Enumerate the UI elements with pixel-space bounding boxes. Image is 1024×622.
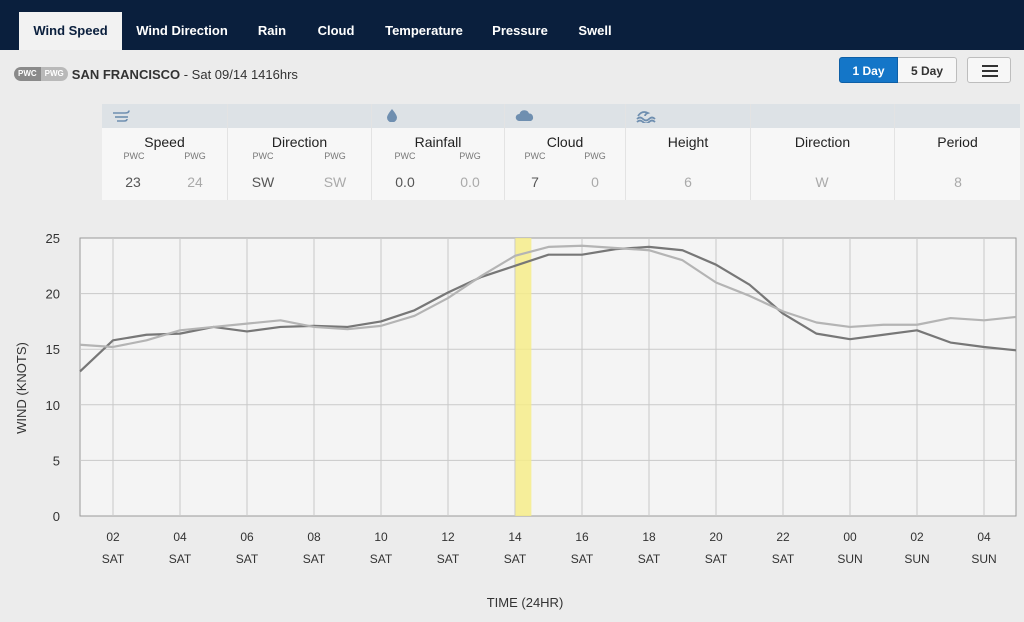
wind-icon bbox=[113, 110, 130, 122]
speed-pwc-label: PWC bbox=[123, 151, 145, 161]
tab-wind-speed[interactable]: Wind Speed bbox=[19, 12, 122, 50]
x-tick-day-label: SAT bbox=[705, 552, 728, 566]
y-tick-label: 20 bbox=[46, 287, 60, 302]
y-tick-label: 25 bbox=[46, 231, 60, 246]
swell-direction-title: Direction bbox=[794, 134, 851, 150]
x-tick-day-label: SAT bbox=[437, 552, 460, 566]
wind-direction-title: Direction bbox=[271, 134, 328, 150]
pwc-badge: PWC bbox=[14, 67, 41, 81]
x-tick-day-label: SUN bbox=[837, 552, 862, 566]
speed-title: Speed bbox=[144, 134, 185, 150]
tab-wind-direction[interactable]: Wind Direction bbox=[136, 23, 228, 38]
rainfall-column: Rainfall PWC PWG 0.0 0.0 bbox=[371, 104, 504, 200]
wind-speed-chart: 0 5 10 15 20 25 02 SAT 04 SAT 06 SAT 08 SAT 10 SAT 12 SA… bbox=[14, 231, 1017, 610]
speed-pwg-value: 24 bbox=[187, 174, 203, 190]
x-axis-label: TIME (24HR) bbox=[487, 595, 564, 610]
x-tick-day-label: SAT bbox=[303, 552, 326, 566]
x-tick-hour-label: 02 bbox=[106, 530, 120, 544]
tab-temperature[interactable]: Temperature bbox=[385, 23, 463, 38]
x-tick-hour-label: 04 bbox=[977, 530, 991, 544]
wave-icon bbox=[636, 111, 656, 123]
rainfall-pwc-label: PWC bbox=[394, 151, 416, 161]
tab-cloud[interactable]: Cloud bbox=[317, 23, 355, 38]
location-header: PWC PWG SAN FRANCISCO - Sat 09/14 1416hrs bbox=[14, 66, 298, 82]
summary-icon-row bbox=[102, 104, 1020, 128]
x-tick-hour-label: 14 bbox=[508, 530, 522, 544]
y-axis-label: WIND (KNOTS) bbox=[14, 342, 29, 434]
one-day-button[interactable]: 1 Day bbox=[839, 57, 898, 83]
x-tick-hour-label: 02 bbox=[910, 530, 924, 544]
cloud-column: Cloud PWC PWG 7 0 bbox=[504, 104, 625, 200]
location-name: SAN FRANCISCO bbox=[71, 66, 181, 82]
swell-height-title: Height bbox=[667, 134, 709, 150]
five-day-button[interactable]: 5 Day bbox=[898, 57, 957, 83]
x-tick-day-label: SAT bbox=[169, 552, 192, 566]
cloud-pwg-value: 0 bbox=[591, 174, 599, 190]
y-tick-label: 0 bbox=[53, 509, 60, 524]
x-tick-day-label: SAT bbox=[504, 552, 527, 566]
x-tick-hour-label: 22 bbox=[776, 530, 790, 544]
conditions-summary: Speed PWC PWG 23 24 Direction PWC PWG SW… bbox=[102, 104, 1020, 200]
series-line-1 bbox=[79, 245, 1017, 373]
wind-direction-pwg-label: PWG bbox=[324, 151, 346, 161]
rainfall-title: Rainfall bbox=[414, 134, 462, 150]
x-tick-day-label: SAT bbox=[370, 552, 393, 566]
current-time-highlight bbox=[515, 238, 532, 516]
x-tick-hour-label: 06 bbox=[240, 530, 254, 544]
cloud-pwg-label: PWG bbox=[584, 151, 606, 161]
rainfall-pwg-label: PWG bbox=[459, 151, 481, 161]
y-tick-label: 15 bbox=[46, 342, 60, 357]
tab-swell[interactable]: Swell bbox=[578, 23, 612, 38]
x-tick-day-label: SAT bbox=[102, 552, 125, 566]
series-line-2 bbox=[79, 244, 1017, 349]
pwg-badge: PWG bbox=[40, 67, 68, 81]
swell-period-column: Period 8 bbox=[894, 104, 1020, 200]
cloud-title: Cloud bbox=[546, 134, 584, 150]
swell-height-value: 6 bbox=[684, 174, 692, 190]
wind-direction-pwc-value: SW bbox=[251, 174, 275, 190]
x-tick-hour-label: 16 bbox=[575, 530, 589, 544]
location-details: - Sat 09/14 1416hrs bbox=[180, 66, 298, 82]
x-tick-hour-label: 10 bbox=[374, 530, 388, 544]
speed-pwc-value: 23 bbox=[125, 174, 141, 190]
swell-period-title: Period bbox=[937, 134, 978, 150]
x-tick-day-label: SAT bbox=[638, 552, 661, 566]
cloud-pwc-value: 7 bbox=[531, 174, 539, 190]
wind-direction-column: Direction PWC PWG SW SW bbox=[227, 104, 371, 200]
x-tick-day-label: SAT bbox=[772, 552, 795, 566]
plot-area bbox=[79, 237, 1017, 517]
rainfall-pwc-value: 0.0 bbox=[395, 174, 415, 190]
x-tick-hour-label: 08 bbox=[307, 530, 321, 544]
x-tick-day-label: SAT bbox=[571, 552, 594, 566]
x-tick-day-label: SUN bbox=[904, 552, 929, 566]
y-tick-label: 5 bbox=[53, 453, 60, 468]
x-tick-day-label: SUN bbox=[971, 552, 996, 566]
tab-rain[interactable]: Rain bbox=[257, 23, 287, 38]
wind-direction-pwc-label: PWC bbox=[252, 151, 274, 161]
raindrop-icon bbox=[387, 109, 397, 122]
cloud-pwc-label: PWC bbox=[524, 151, 546, 161]
swell-height-column: Height 6 bbox=[625, 104, 750, 200]
tab-pressure[interactable]: Pressure bbox=[492, 23, 548, 38]
y-tick-label: 10 bbox=[46, 398, 60, 413]
top-navigation-bar: Wind Speed Wind Direction Rain Cloud Tem… bbox=[0, 0, 1024, 50]
x-tick-hour-label: 04 bbox=[173, 530, 187, 544]
x-tick-day-label: SAT bbox=[236, 552, 259, 566]
swell-direction-column: Direction W bbox=[750, 104, 894, 200]
speed-pwg-label: PWG bbox=[184, 151, 206, 161]
swell-direction-value: W bbox=[815, 174, 829, 190]
speed-column: Speed PWC PWG 23 24 bbox=[102, 104, 227, 200]
swell-period-value: 8 bbox=[954, 174, 962, 190]
wind-direction-pwg-value: SW bbox=[323, 174, 347, 190]
x-tick-hour-label: 00 bbox=[843, 530, 857, 544]
x-tick-hour-label: 18 bbox=[642, 530, 656, 544]
rainfall-pwg-value: 0.0 bbox=[460, 174, 480, 190]
cloud-icon bbox=[515, 110, 534, 121]
x-tick-hour-label: 12 bbox=[441, 530, 455, 544]
x-tick-hour-label: 20 bbox=[709, 530, 723, 544]
hamburger-menu-icon[interactable] bbox=[967, 57, 1011, 83]
